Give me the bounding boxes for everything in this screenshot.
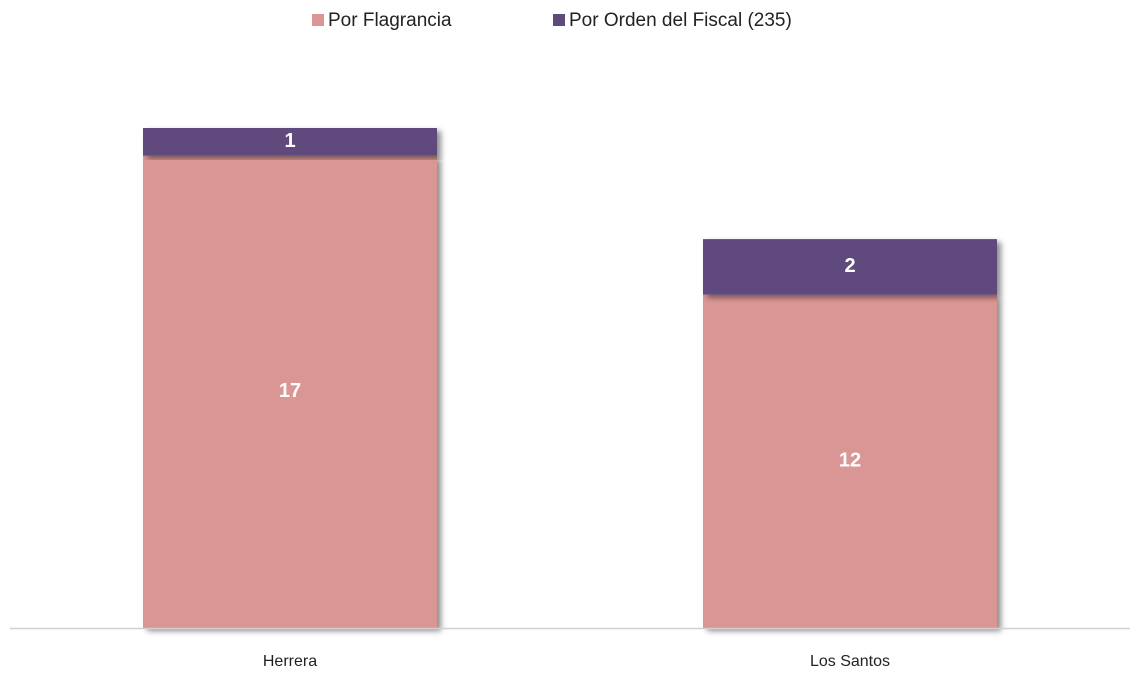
data-label: 2 — [844, 255, 855, 277]
legend-swatch — [553, 14, 565, 26]
data-label: 17 — [279, 380, 301, 402]
data-label: 12 — [839, 450, 861, 472]
legend-swatch — [312, 14, 324, 26]
bars — [143, 128, 997, 628]
x-tick-label: Herrera — [263, 653, 317, 670]
legend-label: Por Flagrancia — [328, 10, 452, 31]
bar-segment — [143, 155, 437, 628]
bar-segment — [703, 239, 997, 295]
bar-segment — [143, 128, 437, 156]
bar-segment — [703, 294, 997, 628]
legend-label: Por Orden del Fiscal (235) — [569, 10, 792, 31]
data-label: 1 — [284, 130, 295, 152]
x-tick-label: Los Santos — [810, 653, 890, 670]
